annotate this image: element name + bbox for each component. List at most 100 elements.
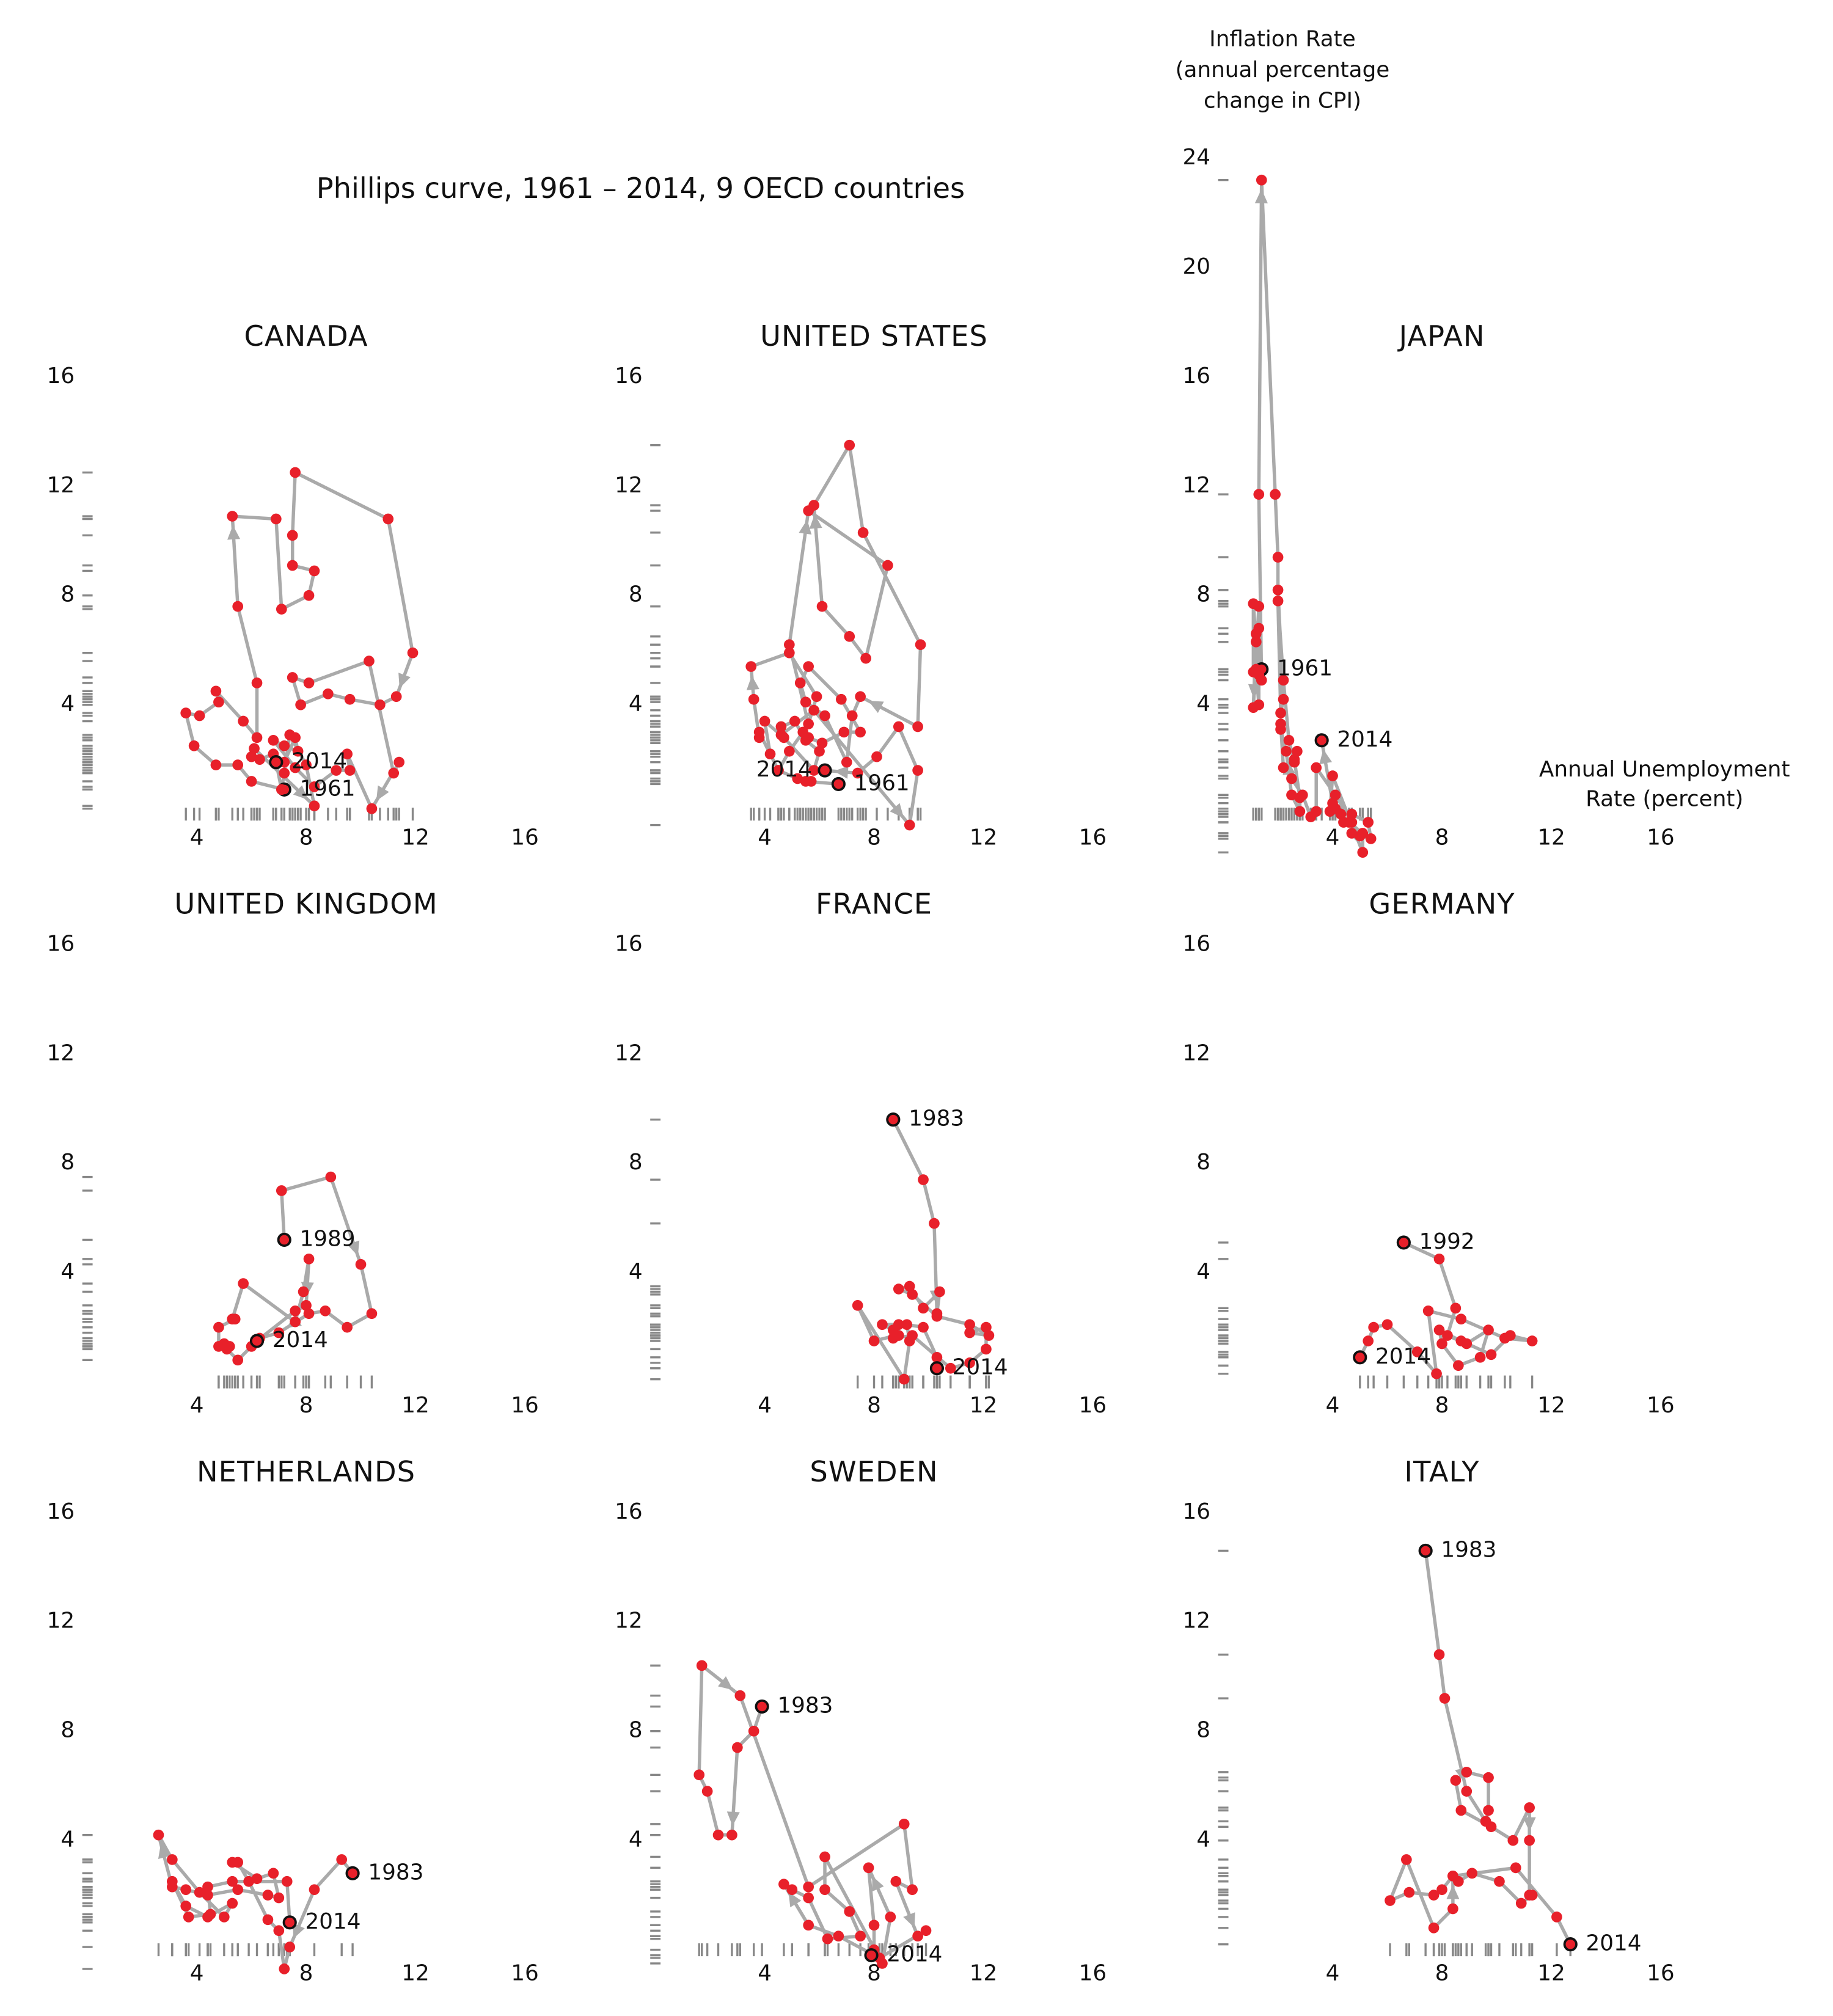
panel-title: FRANCE [816,888,932,921]
x-tick-label: 16 [1647,1961,1675,1986]
data-point [868,1919,880,1931]
y-tick-label: 8 [1196,1150,1210,1175]
data-point [918,1174,929,1185]
data-point [893,1284,904,1295]
data-point [1431,1368,1442,1379]
data-point [929,1218,940,1229]
data-point [366,1308,378,1320]
data-point [912,721,923,732]
arrow-head [158,1843,171,1860]
x-tick-label: 4 [190,825,204,850]
data-point [287,672,298,683]
data-point [1256,674,1267,686]
data-point [803,1919,814,1931]
arrow-head [746,675,759,690]
y-tick-label: 8 [60,582,75,607]
data-point [243,1875,254,1887]
data-point [273,1327,285,1339]
data-point [1278,693,1289,705]
end-label: 2014 [291,749,347,774]
data-point [276,784,287,795]
start-label: 1961 [854,770,910,795]
data-point [1250,636,1262,648]
data-point [1515,1897,1527,1909]
data-point [907,1884,918,1896]
data-point [1563,1937,1578,1952]
data-point [1248,667,1259,677]
data-point [1363,1335,1374,1346]
y-tick-label: 20 [1183,254,1211,279]
data-point [210,759,222,770]
y-tick-label: 4 [60,692,75,717]
data-point [792,773,803,784]
data-point [167,1875,178,1887]
data-point [355,1258,367,1270]
y-tick-label: 8 [60,1718,75,1743]
data-point [732,1742,743,1753]
data-point [232,601,244,612]
panel-title: ITALY [1404,1455,1479,1488]
data-point [1357,828,1369,839]
x-tick-label: 16 [1079,1961,1107,1986]
data-point [1526,1335,1538,1346]
end-label: 2014 [1375,1344,1431,1369]
data-point [775,729,787,740]
panel-title: UNITED KINGDOM [174,888,437,921]
arrow-head [293,1923,305,1939]
end-label: 2014 [953,1355,1008,1380]
data-point [696,1660,708,1671]
data-point [251,677,263,688]
arrow-head [872,1875,884,1892]
data-point [1253,489,1265,500]
data-point [844,439,855,451]
data-point [1455,1805,1467,1816]
data-point [194,710,205,721]
panel-title: NETHERLANDS [197,1455,415,1488]
data-point [202,1881,213,1893]
data-point [1327,770,1338,781]
data-point [1466,1868,1478,1879]
data-point [1311,806,1322,817]
panel-title: JAPAN [1397,320,1485,352]
data-point [271,513,282,525]
data-point [863,1862,874,1874]
panel-title: GERMANY [1369,888,1515,921]
data-point [303,1253,315,1265]
data-point [1311,762,1322,773]
data-point [844,631,855,642]
start-label: 1983 [1441,1537,1496,1562]
data-point [210,685,222,697]
data-point [1357,847,1369,858]
x-tick-label: 16 [1647,825,1675,850]
data-point [1436,1338,1447,1349]
end-label: 2014 [1586,1931,1642,1956]
arrow-head [398,673,411,688]
arrow-head [809,514,822,529]
data-point [303,677,315,688]
data-point [1344,817,1355,828]
data-point [1510,1862,1521,1874]
x-tick-label: 8 [1435,1393,1449,1418]
y-axis-title: Inflation Rate [1209,26,1356,51]
data-point [323,688,334,699]
data-point [1286,789,1297,801]
data-point [1418,1543,1433,1558]
data-point [301,1300,312,1311]
data-point [816,601,828,612]
data-point [1286,773,1297,784]
data-point [800,735,811,746]
data-point [249,743,260,754]
y-axis-title: (annual percentage [1176,57,1390,82]
data-point [269,755,284,770]
data-point [800,696,811,708]
x-tick-label: 8 [1435,1961,1449,1986]
data-point [254,754,265,765]
data-point [764,748,776,760]
data-point [1428,1890,1440,1901]
data-point [1368,1321,1380,1333]
start-label: 1983 [909,1106,964,1131]
arrow-head [1446,1885,1460,1899]
y-tick-label: 4 [60,1259,75,1284]
